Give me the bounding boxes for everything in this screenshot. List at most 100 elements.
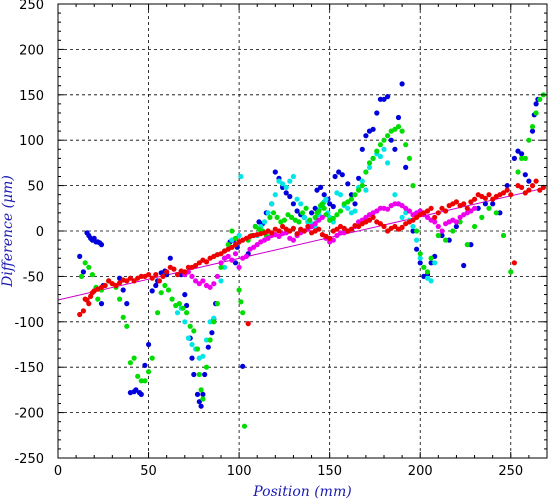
data-point [200, 396, 206, 402]
data-point [174, 272, 181, 278]
data-point [399, 214, 405, 220]
data-point [428, 260, 434, 266]
y-tick-label: -250 [14, 452, 44, 467]
data-point [229, 228, 235, 234]
data-point [363, 169, 369, 175]
data-point [370, 126, 376, 132]
data-point [98, 242, 105, 248]
data-point [133, 387, 139, 393]
data-point [124, 323, 130, 329]
data-point [203, 364, 210, 370]
data-point [174, 310, 181, 316]
data-point [356, 175, 362, 181]
grid [58, 4, 547, 458]
data-point [238, 299, 244, 305]
data-point [305, 223, 311, 230]
data-point [280, 181, 286, 187]
x-tick-label: 50 [140, 464, 157, 479]
data-point [225, 242, 231, 248]
data-point [486, 205, 492, 211]
data-point [189, 273, 195, 279]
data-point [475, 205, 481, 211]
data-point [312, 214, 318, 220]
data-point [120, 287, 126, 293]
data-point [428, 205, 434, 211]
data-point [392, 192, 398, 198]
data-point [332, 173, 338, 180]
data-point [281, 217, 287, 223]
data-point [252, 223, 258, 230]
data-point [336, 169, 342, 175]
fit-line [57, 187, 544, 301]
series-1 [174, 146, 438, 361]
data-point [370, 155, 376, 161]
data-point [424, 269, 431, 275]
data-point [189, 355, 195, 361]
data-point [95, 296, 101, 302]
data-point [196, 281, 202, 287]
data-point [307, 217, 313, 223]
data-point [294, 231, 300, 237]
data-point [196, 371, 202, 378]
data-point [504, 183, 510, 189]
data-point [182, 319, 188, 325]
data-point [189, 341, 195, 348]
data-point [272, 169, 278, 175]
data-point [428, 255, 434, 261]
data-point [200, 353, 206, 359]
data-point [403, 164, 409, 170]
data-point [472, 205, 478, 211]
data-point [497, 210, 503, 216]
data-point [218, 278, 224, 284]
data-point [472, 223, 478, 230]
series-0 [77, 81, 541, 409]
data-point [468, 208, 474, 214]
data-point [439, 205, 445, 211]
data-point [314, 187, 320, 193]
y-tick-label: 200 [19, 43, 44, 58]
data-point [385, 206, 391, 212]
data-point [403, 142, 409, 148]
x-tick-label: 150 [317, 464, 342, 479]
data-point [345, 199, 351, 205]
data-point [356, 223, 362, 230]
data-point [486, 192, 492, 198]
data-point [185, 335, 191, 341]
data-point [301, 214, 307, 220]
data-point [381, 96, 387, 102]
data-point [321, 205, 327, 211]
y-tick-label: 100 [19, 134, 44, 149]
data-point [385, 133, 391, 139]
data-point [414, 246, 420, 252]
data-point [240, 310, 246, 316]
data-point [526, 137, 532, 143]
data-point [180, 305, 186, 311]
data-point [457, 219, 463, 225]
data-point [178, 272, 184, 278]
data-point [321, 192, 327, 198]
data-point [211, 319, 217, 325]
data-point [515, 148, 521, 154]
data-point [417, 255, 423, 261]
data-point [270, 210, 277, 216]
data-point [149, 275, 155, 281]
data-point [267, 214, 273, 220]
data-point [124, 301, 130, 307]
data-point [339, 172, 345, 178]
data-point [283, 184, 289, 190]
data-point [287, 178, 293, 184]
data-point [399, 224, 405, 230]
data-point [198, 387, 204, 393]
data-point [182, 269, 188, 275]
data-point [323, 212, 329, 218]
data-point [106, 278, 112, 284]
data-point [209, 330, 215, 336]
data-point [377, 205, 383, 211]
data-point [153, 272, 159, 278]
data-point [399, 203, 405, 209]
data-point [191, 371, 197, 378]
data-point [127, 360, 133, 366]
data-point [522, 155, 528, 161]
data-point [406, 155, 412, 161]
fit-line-segment [57, 187, 544, 301]
